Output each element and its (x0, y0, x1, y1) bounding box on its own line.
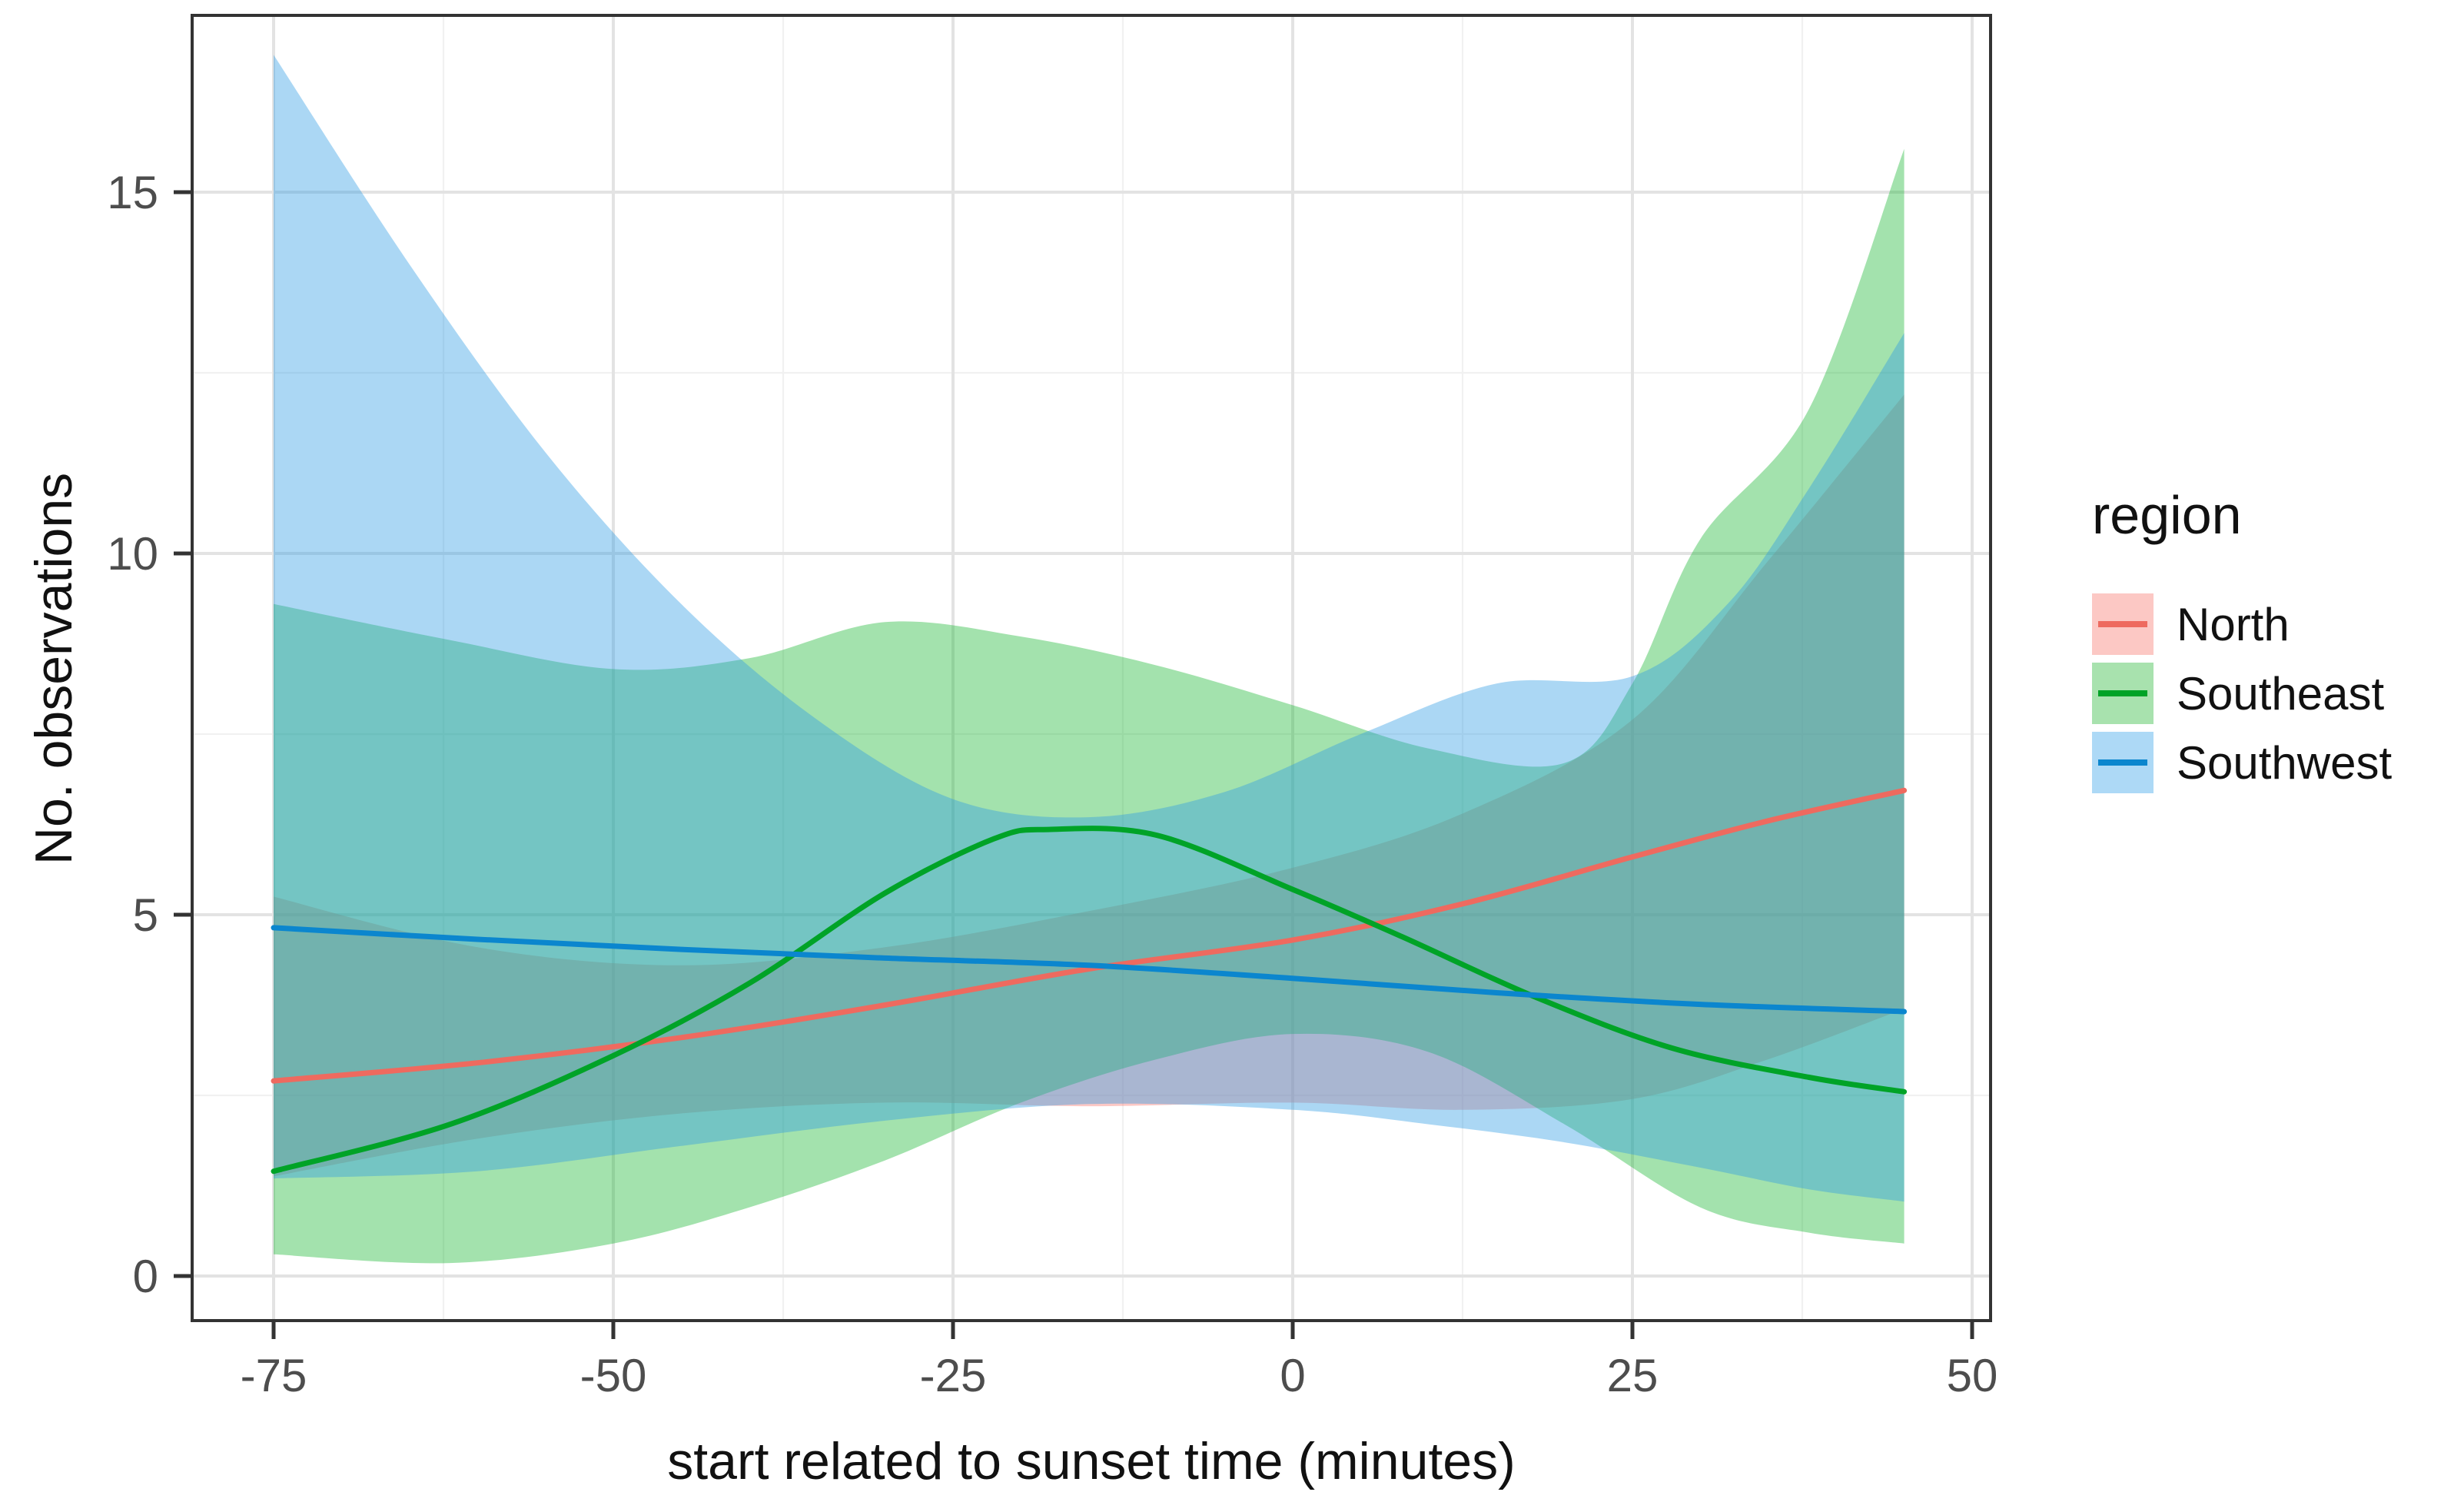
legend-label: Southwest (2177, 736, 2393, 789)
x-tick-label: 50 (1947, 1350, 1998, 1401)
legend-item-southwest: Southwest (2092, 732, 2392, 793)
y-tick-label: 15 (107, 167, 158, 218)
legend: region North Southeast Southwest (2078, 484, 2392, 801)
legend-items: North Southeast Southwest (2078, 593, 2392, 801)
x-tick-label: -75 (241, 1350, 307, 1401)
y-tick-label: 10 (107, 528, 158, 580)
fit-line-southwest (271, 925, 1908, 1015)
legend-title: region (2092, 485, 2242, 545)
x-axis-title: start related to sunset time (minutes) (667, 1432, 1516, 1490)
ci-ribbon-southwest (274, 55, 1904, 1202)
panel-background (192, 15, 1991, 1321)
legend-label: North (2177, 598, 2290, 650)
ci-ribbon-southeast (274, 148, 1904, 1264)
x-tick-label: -50 (580, 1350, 647, 1401)
panel-border (191, 14, 1992, 1322)
fit-lines (271, 787, 1908, 1175)
x-tick-label: -25 (920, 1350, 987, 1401)
x-tick-label: 25 (1607, 1350, 1659, 1401)
legend-key-southeast (2092, 663, 2154, 724)
fit-line-southeast (271, 826, 1908, 1175)
x-tick-label: 0 (1280, 1350, 1305, 1401)
legend-item-southeast: Southeast (2092, 663, 2392, 724)
gridlines (192, 15, 1991, 1321)
fit-line-north (271, 787, 1908, 1084)
y-axis-title: No. observations (25, 472, 83, 866)
legend-key-line-icon (2098, 621, 2147, 627)
axis-ticks: -75 -50 -25 0 25 50 0 5 10 15 (107, 167, 1997, 1401)
y-tick-label: 5 (133, 889, 158, 941)
legend-key-southwest (2092, 732, 2154, 793)
y-tick-label: 0 (133, 1251, 158, 1302)
legend-key-north (2092, 593, 2154, 655)
legend-item-north: North (2092, 593, 2392, 655)
legend-key-line-icon (2098, 690, 2147, 696)
legend-key-line-icon (2098, 759, 2147, 766)
legend-label: Southeast (2177, 667, 2385, 719)
